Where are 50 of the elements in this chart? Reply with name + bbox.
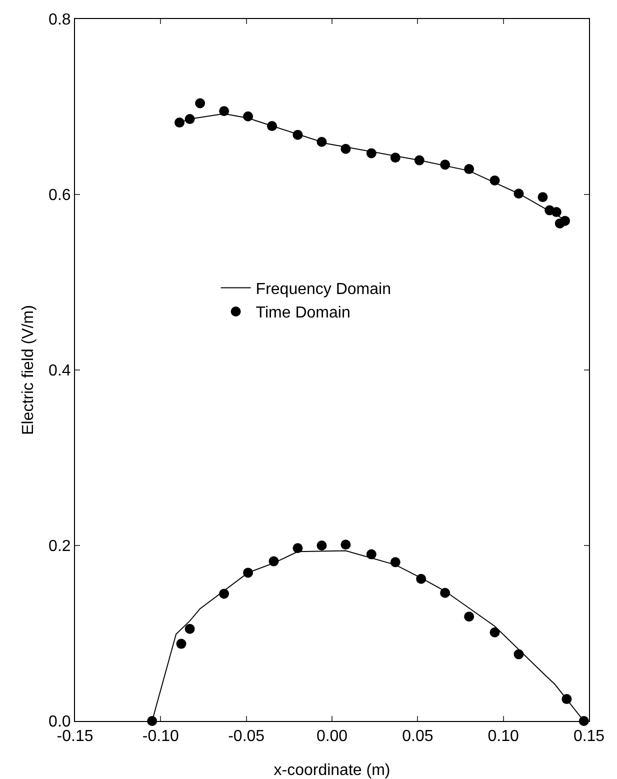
point (268, 556, 279, 566)
point (340, 540, 351, 550)
point (292, 543, 303, 554)
point (562, 694, 572, 704)
point (538, 192, 548, 202)
point (464, 164, 474, 174)
point (390, 152, 400, 163)
point (366, 549, 376, 560)
x-tick-label: 0.00 (316, 728, 348, 746)
point (219, 106, 230, 116)
point (316, 136, 327, 147)
point (184, 114, 195, 124)
x-tick-label: -0.15 (56, 728, 94, 746)
point (416, 574, 426, 584)
point (490, 627, 500, 638)
y-tick-label: 0.0 (48, 714, 71, 731)
point (551, 207, 562, 218)
y-tick-label: 0.8 (48, 12, 71, 29)
point (366, 148, 376, 158)
point (243, 111, 254, 122)
point (316, 540, 327, 550)
x-tick-label: -0.05 (228, 728, 265, 746)
x-tick-label: 0.10 (488, 728, 519, 746)
point (514, 188, 524, 199)
y-tick-label: 0.4 (48, 362, 71, 380)
x-axis-title: x-coordinate (m) (274, 762, 390, 779)
point (390, 557, 400, 568)
point (174, 118, 185, 128)
point (490, 175, 500, 186)
point (414, 155, 424, 166)
x-tick-label: -0.10 (142, 728, 180, 746)
point (340, 144, 351, 154)
point (243, 568, 254, 578)
point (184, 624, 195, 634)
point (440, 160, 450, 170)
point (560, 216, 570, 226)
point (219, 588, 230, 599)
legend-label: Frequency Domain (256, 280, 391, 298)
y-axis-title: Electric field (V/m) (20, 305, 37, 435)
x-tick-label: 0.15 (573, 728, 605, 746)
point (440, 588, 450, 598)
x-tick-label: 0.05 (402, 728, 434, 746)
point (267, 121, 278, 132)
point (176, 638, 186, 649)
y-tick-label: 0.6 (48, 187, 71, 204)
y-tick-label: 0.2 (48, 538, 71, 556)
point (464, 612, 474, 622)
point (195, 98, 206, 108)
point (292, 130, 303, 140)
point (514, 649, 524, 660)
